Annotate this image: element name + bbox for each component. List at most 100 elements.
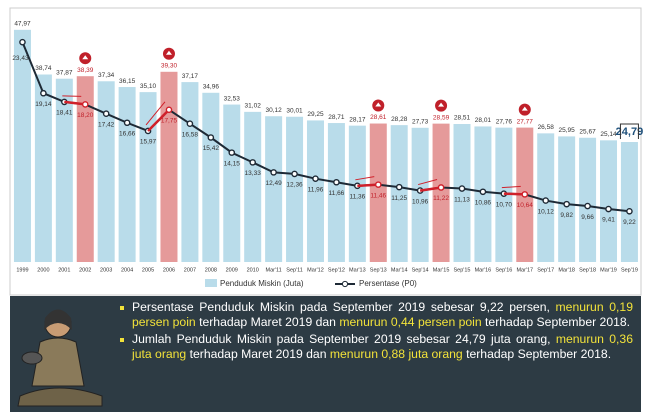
up-icon bbox=[435, 99, 448, 112]
point-label: 13,33 bbox=[245, 170, 262, 177]
point bbox=[19, 38, 26, 46]
x-tick-label: 1999 bbox=[16, 267, 28, 273]
bar-label: 37,17 bbox=[182, 73, 199, 80]
point-label: 9,22 bbox=[623, 219, 636, 226]
bar bbox=[286, 116, 304, 262]
bar bbox=[244, 111, 262, 263]
point bbox=[312, 175, 319, 182]
x-tick-label: 2004 bbox=[121, 267, 133, 273]
point-label: 11,22 bbox=[433, 195, 449, 202]
point-label: 9,41 bbox=[602, 217, 615, 224]
icon-arrow bbox=[165, 50, 172, 55]
rise-segment bbox=[64, 100, 86, 106]
point-label: 11,46 bbox=[370, 192, 386, 199]
line bbox=[21, 41, 630, 213]
up-icon bbox=[518, 103, 531, 116]
point bbox=[270, 169, 277, 176]
bar-label: 37,34 bbox=[98, 72, 115, 79]
point-label: 9,66 bbox=[581, 214, 594, 221]
bar bbox=[432, 123, 450, 263]
bar-label: 47,97 bbox=[14, 21, 31, 28]
bar bbox=[558, 136, 576, 262]
x-tick-label: 2005 bbox=[142, 267, 154, 273]
x-tick-label: Mar'11 bbox=[266, 267, 282, 273]
point bbox=[81, 101, 89, 108]
bar bbox=[97, 81, 115, 262]
bar-label: 27,77 bbox=[517, 118, 534, 125]
point bbox=[479, 188, 487, 196]
point bbox=[395, 183, 403, 191]
x-tick-label: Mar'14 bbox=[391, 267, 408, 273]
bar bbox=[411, 127, 429, 262]
bar bbox=[327, 123, 345, 262]
point-label: 11,25 bbox=[391, 195, 407, 202]
point-label: 14,15 bbox=[224, 160, 241, 167]
x-tick-label: 2010 bbox=[247, 267, 259, 273]
bar bbox=[348, 125, 366, 263]
bar bbox=[390, 125, 408, 262]
point bbox=[228, 149, 236, 156]
bar-label: 38,74 bbox=[35, 65, 52, 72]
x-tick-label: Mar'12 bbox=[307, 267, 324, 273]
rise-segment bbox=[147, 108, 170, 132]
x-tick-label: Sep'18 bbox=[579, 267, 596, 273]
point-label: 11,36 bbox=[349, 194, 365, 201]
note-text: Jumlah Penduduk Miskin pada September 20… bbox=[132, 332, 556, 346]
icon-arrow bbox=[375, 102, 382, 107]
point bbox=[584, 202, 591, 210]
bar-label: 28,59 bbox=[433, 114, 450, 121]
point-label: 10,70 bbox=[496, 201, 513, 208]
point-label: 11,13 bbox=[454, 196, 470, 203]
point-label: 15,97 bbox=[140, 139, 157, 146]
bar-label: 26,58 bbox=[538, 124, 555, 131]
point-label: 19,14 bbox=[35, 101, 52, 108]
bar-label: 31,02 bbox=[245, 103, 262, 110]
bar bbox=[181, 82, 199, 262]
bar-label: 39,30 bbox=[161, 63, 178, 70]
bar-label: 27,76 bbox=[496, 118, 513, 125]
bar bbox=[76, 76, 94, 262]
legend-label: Penduduk Miskin (Juta) bbox=[220, 279, 304, 288]
point-label: 10,86 bbox=[475, 199, 492, 206]
point-label: 18,20 bbox=[77, 112, 94, 119]
note-text: Persentase Penduduk Miskin pada Septembe… bbox=[132, 300, 556, 314]
bar bbox=[600, 140, 618, 262]
bar bbox=[139, 92, 157, 262]
point bbox=[626, 207, 633, 215]
point-label: 10,12 bbox=[538, 208, 555, 215]
illustration bbox=[17, 309, 103, 407]
highlight-text: menurun 0,36 juta orang bbox=[132, 332, 633, 361]
point bbox=[123, 119, 131, 127]
x-tick-label: Sep'17 bbox=[537, 267, 554, 273]
point bbox=[165, 106, 173, 114]
bar bbox=[55, 78, 73, 262]
last-bracket bbox=[619, 123, 639, 140]
x-tick-label: Mar'16 bbox=[475, 267, 492, 273]
bar-label: 30,12 bbox=[265, 107, 282, 114]
point bbox=[437, 184, 445, 191]
icon-arrow bbox=[82, 55, 89, 60]
point bbox=[563, 200, 570, 208]
bar bbox=[620, 142, 638, 262]
bar-label: 28,51 bbox=[454, 115, 471, 122]
bar-label: 30,01 bbox=[286, 107, 303, 114]
point-label: 18,41 bbox=[56, 110, 73, 117]
x-tick-label: Mar'19 bbox=[600, 267, 617, 273]
rise-arrow bbox=[355, 176, 375, 181]
icon-arrow bbox=[438, 102, 445, 107]
point-label: 12,49 bbox=[265, 180, 282, 187]
point bbox=[186, 120, 194, 127]
x-tick-label: 2002 bbox=[79, 267, 91, 273]
point-label: 11,96 bbox=[308, 186, 324, 193]
point-label: 17,75 bbox=[161, 117, 178, 124]
bar bbox=[160, 71, 178, 263]
bar bbox=[265, 116, 283, 262]
x-tick-label: Sep'15 bbox=[454, 267, 471, 273]
point bbox=[207, 134, 215, 141]
point-label: 10,96 bbox=[412, 198, 429, 205]
bar bbox=[118, 87, 136, 262]
note-text: terhadap Maret 2019 dan bbox=[195, 315, 340, 329]
point-label: 15,42 bbox=[203, 145, 220, 152]
up-icon bbox=[79, 52, 92, 65]
bar bbox=[369, 123, 387, 262]
